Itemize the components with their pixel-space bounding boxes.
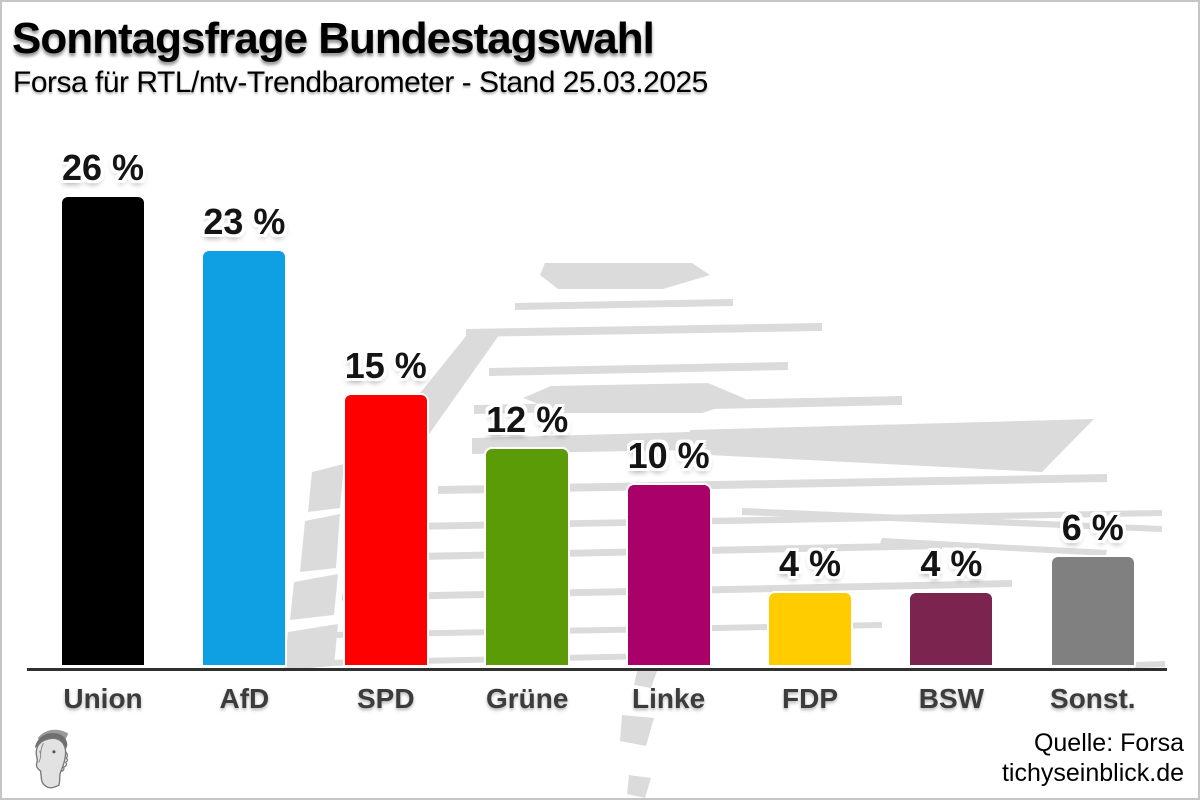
category-label-afd: AfD (219, 683, 270, 714)
bar-gruene (486, 449, 569, 665)
category-label-gruene: Grüne (485, 683, 569, 714)
value-label-bsw: 4 % (920, 543, 983, 584)
bar-spd (344, 395, 427, 665)
bar-sonst (1051, 557, 1134, 665)
value-label-linke: 10 % (627, 435, 710, 476)
value-label-afd: 23 % (203, 201, 286, 242)
website-line: tichyseinblick.de (1001, 759, 1184, 787)
category-label-spd: SPD (357, 683, 415, 714)
hermes-head-logo (24, 726, 82, 798)
value-label-gruene: 12 % (486, 399, 569, 440)
bar-union (62, 197, 144, 665)
value-label-spd: 15 % (344, 345, 427, 386)
source-attribution: Quelle: Forsa tichyseinblick.de (1002, 728, 1184, 788)
value-label-fdp: 4 % (778, 543, 842, 584)
bar-fdp (769, 593, 851, 665)
category-label-union: Union (63, 683, 143, 714)
value-label-sonst: 6 % (1061, 507, 1124, 548)
category-label-bsw: BSW (918, 683, 985, 714)
bar-bsw (910, 593, 993, 665)
value-label-union: 26 % (61, 147, 145, 188)
category-label-fdp: FDP (782, 683, 838, 714)
bar-afd (203, 251, 286, 665)
x-axis-line (27, 668, 1167, 671)
category-label-sonst: Sonst. (1050, 683, 1136, 714)
bar-linke (627, 485, 710, 665)
source-line: Quelle: Forsa (1033, 729, 1184, 757)
category-label-linke: Linke (632, 683, 706, 714)
page-title: Sonntagsfrage Bundestagswahl (12, 14, 655, 63)
page-subtitle: Forsa für RTL/ntv-Trendbarometer - Stand… (13, 66, 708, 99)
